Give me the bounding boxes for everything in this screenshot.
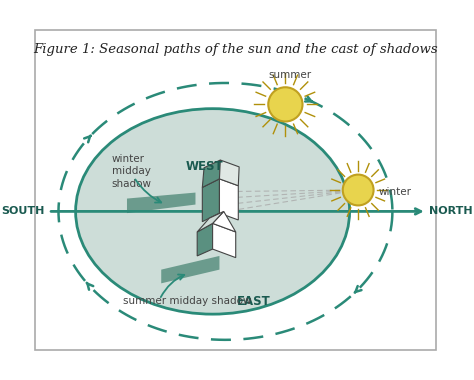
Polygon shape: [202, 179, 219, 222]
Polygon shape: [197, 211, 224, 232]
Polygon shape: [161, 256, 219, 283]
FancyBboxPatch shape: [36, 30, 436, 350]
Text: Figure 1: Seasonal paths of the sun and the cast of shadows: Figure 1: Seasonal paths of the sun and …: [33, 43, 438, 56]
Text: NORTH: NORTH: [429, 206, 473, 216]
Polygon shape: [219, 160, 239, 186]
Polygon shape: [219, 179, 238, 220]
Text: summer midday shadow: summer midday shadow: [123, 296, 251, 306]
Text: winter: winter: [379, 187, 412, 197]
Circle shape: [343, 174, 374, 206]
Text: WEST: WEST: [185, 160, 223, 173]
Polygon shape: [213, 223, 236, 258]
Ellipse shape: [76, 109, 350, 314]
Circle shape: [268, 87, 302, 122]
Polygon shape: [202, 160, 220, 187]
Polygon shape: [197, 223, 213, 256]
Text: SOUTH: SOUTH: [1, 206, 45, 216]
Text: winter
midday
shadow: winter midday shadow: [111, 154, 152, 189]
Text: summer: summer: [268, 70, 311, 81]
Text: EAST: EAST: [237, 295, 271, 308]
Polygon shape: [127, 193, 195, 213]
Polygon shape: [213, 211, 236, 232]
